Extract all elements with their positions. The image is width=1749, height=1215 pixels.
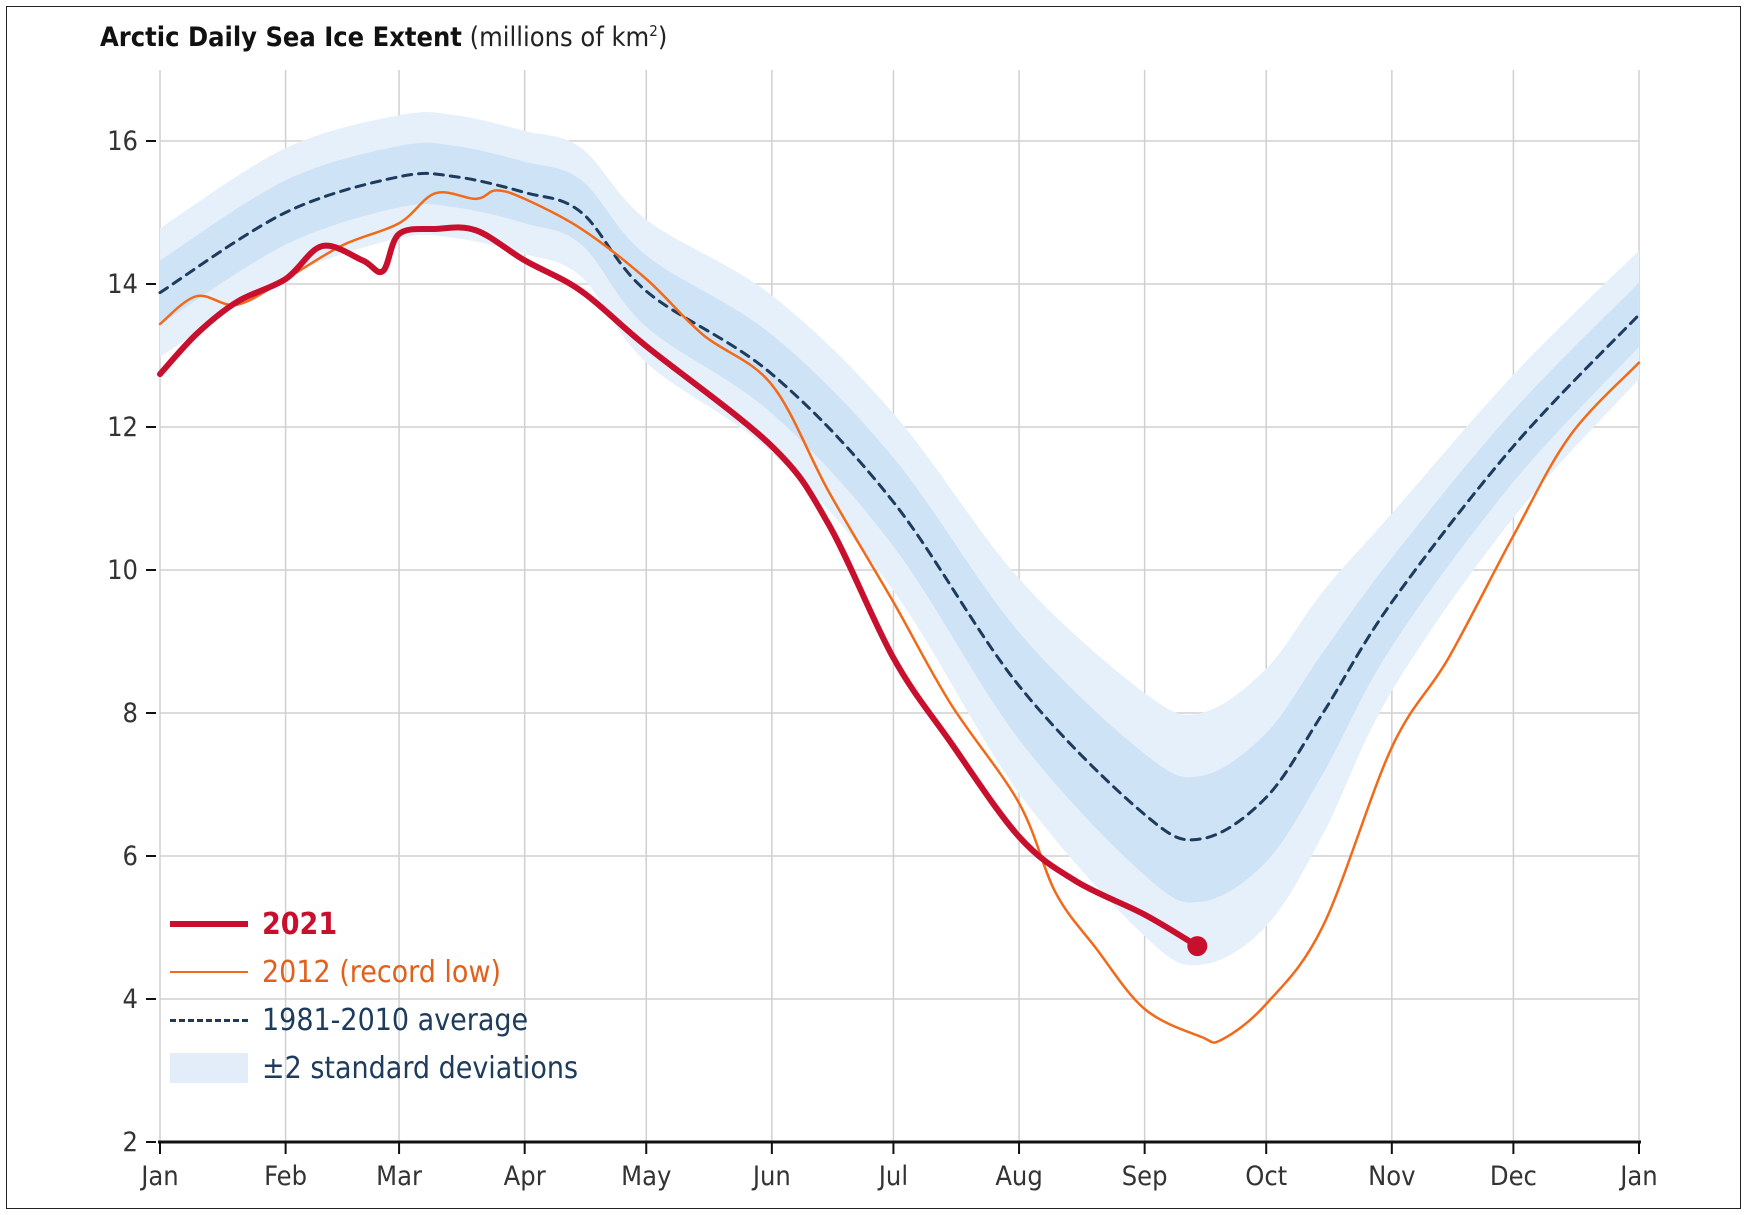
y-tick-label: 12 xyxy=(107,412,138,443)
y-tick-label: 14 xyxy=(107,269,138,300)
legend-swatch-band xyxy=(170,1053,248,1083)
series-2021-line xyxy=(157,224,1201,950)
x-tick-label: Dec xyxy=(1490,1161,1537,1192)
band-1-std xyxy=(160,142,1639,903)
legend-label-2021: 2021 xyxy=(262,906,338,942)
x-tick-label: Nov xyxy=(1368,1161,1415,1192)
title-unit: (millions of km2) xyxy=(469,22,668,53)
y-tick-label: 4 xyxy=(123,984,138,1015)
x-tick-label: Mar xyxy=(376,1161,422,1192)
y-tick-label: 2 xyxy=(123,1127,138,1158)
y-tick-label: 16 xyxy=(107,126,138,157)
legend-item-2021: 2021 xyxy=(170,900,578,948)
series-2012-line xyxy=(158,189,1641,1044)
x-tick-label: Jan xyxy=(1618,1161,1657,1192)
y-tick-label: 10 xyxy=(107,555,138,586)
legend-swatch-average xyxy=(170,1005,248,1035)
x-tick-label: Jan xyxy=(139,1161,178,1192)
chart-frame xyxy=(6,6,1741,1209)
chart-title: Arctic Daily Sea Ice Extent (millions of… xyxy=(100,22,667,53)
legend-item-2012: 2012 (record low) xyxy=(170,948,578,996)
x-tick-label: Apr xyxy=(504,1161,546,1192)
legend-item-average: 1981-2010 average xyxy=(170,996,578,1044)
legend-label-2012: 2012 (record low) xyxy=(262,954,502,990)
x-tick-label: Aug xyxy=(995,1161,1042,1192)
x-tick-label: Feb xyxy=(264,1161,307,1192)
legend-item-band: ±2 standard deviations xyxy=(170,1044,578,1092)
title-main: Arctic Daily Sea Ice Extent xyxy=(100,22,462,53)
y-tick-label: 8 xyxy=(123,698,138,729)
legend-label-average: 1981-2010 average xyxy=(262,1002,529,1038)
legend: 2021 2012 (record low) 1981-2010 average… xyxy=(170,900,578,1092)
legend-swatch-2012 xyxy=(170,957,248,987)
x-tick-label: Jun xyxy=(751,1161,791,1192)
series-average-line xyxy=(158,171,1641,842)
x-tick-label: Jul xyxy=(877,1161,908,1192)
x-tick-label: Oct xyxy=(1245,1161,1287,1192)
series-2021-endpoint xyxy=(1187,936,1208,957)
x-tick-label: May xyxy=(621,1161,671,1192)
x-tick-label: Sep xyxy=(1122,1161,1168,1192)
legend-label-band: ±2 standard deviations xyxy=(262,1050,579,1086)
y-tick-label: 6 xyxy=(123,841,138,872)
legend-swatch-2021 xyxy=(170,909,248,939)
